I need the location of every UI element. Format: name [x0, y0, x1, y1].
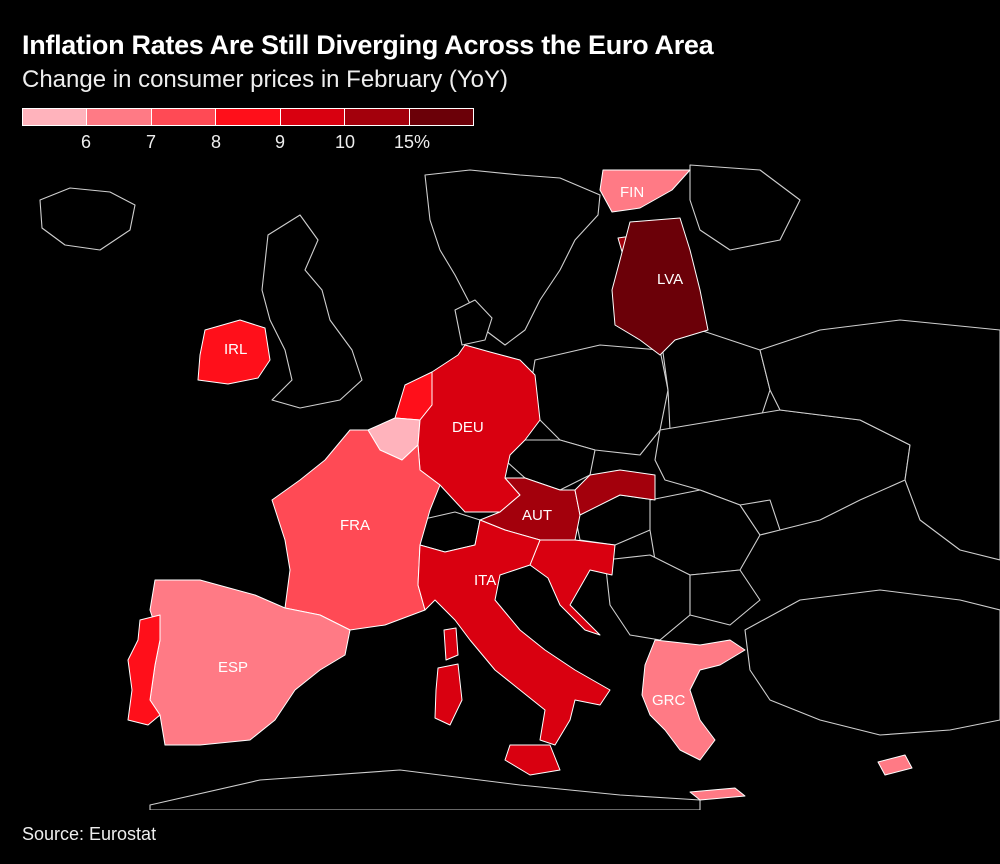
label-ita: ITA — [474, 572, 496, 589]
legend-swatch-4 — [216, 109, 281, 125]
denmark — [454, 299, 493, 346]
legend-tick-7: 7 — [145, 132, 157, 152]
north-africa — [149, 769, 701, 810]
legend-tick-10: 10 — [334, 132, 356, 152]
turkey — [744, 589, 1000, 736]
label-aut: AUT — [522, 507, 552, 524]
country-slovenia-croatia — [529, 539, 616, 636]
country-slovakia — [574, 469, 656, 516]
label-lva: LVA — [657, 271, 683, 288]
legend-swatch-1 — [23, 109, 88, 125]
chart-title: Inflation Rates Are Still Diverging Acro… — [22, 30, 714, 60]
legend-tick-6: 6 — [80, 132, 92, 152]
label-grc: GRC — [652, 692, 686, 709]
country-cyprus — [877, 754, 913, 776]
country-lva — [611, 217, 709, 356]
country-ita — [417, 519, 611, 746]
label-fin: FIN — [620, 184, 644, 201]
label-irl: IRL — [224, 341, 247, 358]
legend-color-scale — [22, 108, 474, 126]
color-legend: 6 7 8 9 10 15% — [22, 108, 474, 156]
legend-tick-15: 15% — [393, 132, 431, 152]
country-irl — [197, 319, 271, 385]
label-deu: DEU — [452, 419, 484, 436]
label-fra: FRA — [340, 517, 370, 534]
country-corsica — [443, 627, 459, 661]
great-britain — [261, 214, 363, 409]
moldova — [739, 499, 781, 536]
legend-swatch-6 — [345, 109, 410, 125]
norway-sweden — [424, 169, 601, 346]
country-sicily — [504, 744, 561, 776]
bulgaria — [689, 569, 761, 626]
poland — [529, 344, 669, 456]
country-sardinia — [434, 663, 463, 726]
legend-swatch-5 — [280, 109, 346, 125]
label-esp: ESP — [218, 659, 248, 676]
legend-swatch-3 — [151, 109, 217, 125]
russia-north — [689, 164, 801, 251]
country-fin — [599, 169, 691, 213]
source-note: Source: Eurostat — [22, 824, 157, 844]
serbia-balkans — [604, 554, 691, 641]
legend-tick-8: 8 — [210, 132, 222, 152]
iceland — [39, 187, 136, 251]
russia-east — [759, 319, 1000, 561]
country-crete — [689, 787, 746, 801]
country-grc — [641, 639, 746, 761]
europe-map: FIN LVA IRL DEU FRA AUT ITA ESP GRC — [39, 164, 1000, 810]
legend-swatch-2 — [87, 109, 152, 125]
legend-swatch-7 — [409, 109, 473, 125]
chart-subtitle: Change in consumer prices in February (Y… — [22, 66, 509, 93]
legend-tick-9: 9 — [274, 132, 286, 152]
country-portugal — [127, 614, 161, 726]
